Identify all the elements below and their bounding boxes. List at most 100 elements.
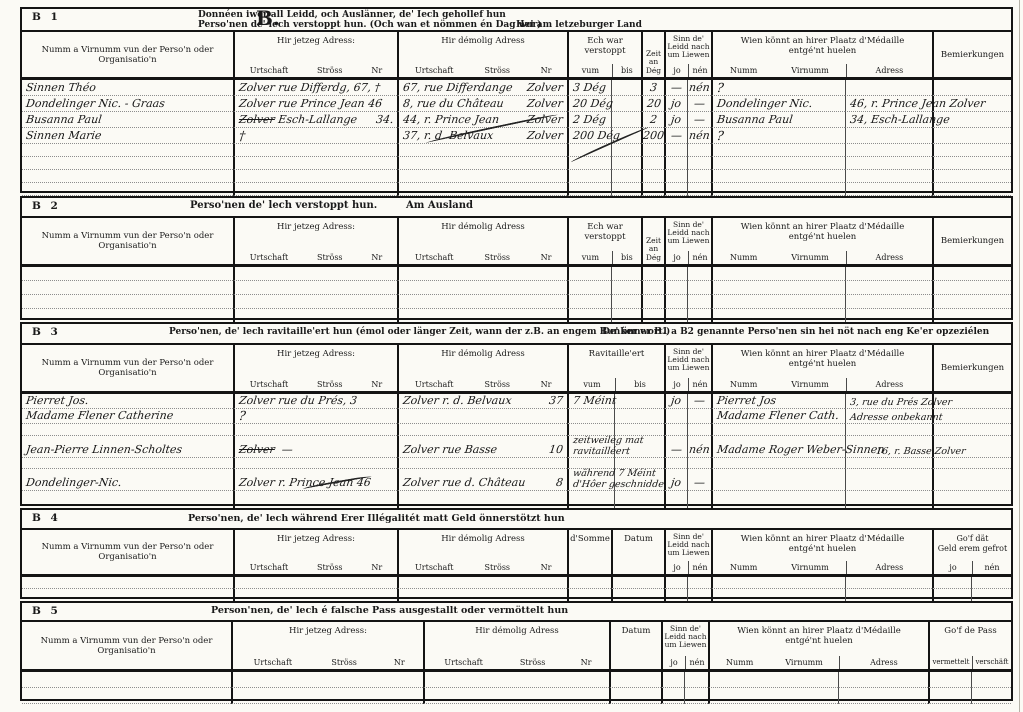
hw-medal-adress: 16, r. Basse Zolver	[875, 445, 967, 457]
hw-jo: —	[670, 129, 683, 142]
empty-row	[22, 577, 1011, 589]
header-zeit-an-deg: Zeit an Dég	[641, 218, 664, 264]
hw-nen: —	[693, 394, 706, 407]
b3-column-headers: Numm a Virnumm vun der Perso'n oder Orga…	[22, 345, 1011, 394]
hw-struck-text: Zolver	[238, 443, 276, 456]
empty-row	[22, 491, 1011, 509]
section-b3: B 3 Perso'nen, de' lech ravitaille'ert h…	[20, 322, 1013, 509]
table-row: Pierret Jos. Zolver rue du Prés, 3 Zolve…	[22, 394, 1011, 409]
hw-zeit: 3	[649, 81, 658, 94]
hw-demolig: 67, rue Differdange	[402, 81, 514, 94]
header-stross: Ströss	[316, 66, 343, 75]
hw-jetzeg: Esch-Lallange	[277, 113, 358, 126]
hw-jetzeg: †	[238, 128, 247, 143]
table-row: Dondelinger-Nic. Zolver r. Prince Jean 4…	[22, 468, 1011, 491]
hw-jetzeg: Zolver rue du Prés, 3	[238, 394, 358, 407]
header-name: Numm a Virnumm vun der Perso'n oder Orga…	[41, 44, 214, 65]
b5-title: Person'nen, de' lech é falsche Pass ausg…	[211, 605, 569, 616]
section-label-b1: B 1	[32, 11, 61, 23]
empty-row	[22, 672, 1011, 688]
hw-medal-name: Madame Flener Cath.	[716, 409, 840, 422]
hw-vum: 20 Dég	[572, 97, 614, 110]
empty-row	[22, 295, 1011, 309]
header-dsomme: d'Somme	[570, 534, 610, 544]
empty-row	[22, 144, 1011, 157]
hw-vum: 3 Dég	[572, 81, 607, 94]
hw-zeit: 2	[649, 113, 658, 126]
table-row: Busanna Paul Zolver Esch-Lallange 34. 44,…	[22, 112, 1011, 128]
b1-title-line2: Perso'nen de' lech verstoppt hun. (Och w…	[198, 20, 542, 30]
header-bis: bis	[611, 64, 641, 77]
hw-jetzeg: Zolver rue Differdg, 67, †	[238, 81, 381, 94]
hw-medal-name: Dondelinger Nic.	[716, 97, 814, 110]
hw-jetzeg: ?	[238, 408, 247, 423]
hw-medal-adress: 46, r. Prince Jean Zolver	[849, 97, 987, 110]
header-bemierkungen: Bemierkungen	[940, 49, 1005, 60]
section-label-b3: B 3	[32, 326, 61, 338]
empty-row	[22, 424, 1011, 436]
section-label-b5: B 5	[32, 605, 61, 617]
hw-jo: —	[670, 443, 683, 456]
hw-medal-name: Busanna Paul	[716, 113, 794, 126]
hw-name: Dondelinger-Nic.	[25, 476, 123, 489]
hw-demolig: Zolver rue d. Château	[402, 476, 527, 489]
header-gof-de-pass: Go'f de Pass	[944, 626, 997, 636]
header-datum: Datum	[624, 534, 653, 544]
section-b2: B 2 Perso'nen de' lech verstoppt hun. Am…	[20, 196, 1013, 323]
hw-jo: jo	[670, 97, 683, 110]
empty-row	[22, 458, 1011, 469]
b2-title-location: Am Ausland	[406, 200, 474, 211]
hw-ravitailleert: 7 Méint	[572, 394, 618, 407]
hw-jo: jo	[670, 476, 683, 489]
header-zeit-an-deg: Zeit an Dég	[641, 32, 664, 77]
header-verschaft: verschäft	[971, 656, 1011, 669]
hw-nen: nén	[688, 129, 711, 142]
section-b4-title-band: B 4 Perso'nen, de' lech während Erer Ill…	[22, 510, 1011, 530]
empty-row	[22, 183, 1011, 196]
table-row: Sinnen Marie † 37, r. d. Belvaux Zolver 2…	[22, 128, 1011, 144]
hw-name: Madame Flener Catherine	[25, 409, 175, 422]
b2-title: Perso'nen de' lech verstoppt hun.	[190, 200, 378, 211]
hw-medal-name: Pierret Jos	[716, 394, 777, 407]
empty-row	[22, 688, 1011, 704]
hw-medal-adress: 34, Esch-Lallange	[849, 113, 951, 126]
empty-row	[22, 267, 1011, 281]
header-datum: Datum	[621, 626, 651, 636]
b1-title-line1: Donnéen iwer all Leidd, och Auslänner, d…	[198, 10, 506, 20]
b5-column-headers: Numm a Virnumm vun der Perso'n oder Orga…	[22, 622, 1011, 672]
b4-title: Perso'nen, de' lech während Erer Illégal…	[188, 513, 565, 524]
section-b5-title-band: B 5 Person'nen, de' lech é falsche Pass …	[22, 603, 1011, 622]
hw-demolig: 44, r. Prince Jean	[402, 113, 500, 126]
hw-nen: —	[693, 113, 706, 126]
hw-nen: —	[693, 97, 706, 110]
b2-column-headers: Numm a Virnumm vun der Perso'n oder Orga…	[22, 218, 1011, 267]
section-b1-title-band: B 1 B. Donnéen iwer all Leidd, och Auslä…	[22, 6, 1011, 32]
hw-jetzeg: Zolver rue Prince Jean 46	[238, 97, 383, 110]
header-virnumm: Virnumm	[791, 66, 829, 75]
section-b2-title-band: B 2 Perso'nen de' lech verstoppt hun. Am…	[22, 198, 1011, 218]
hw-nen: nén	[688, 443, 711, 456]
section-b4: B 4 Perso'nen, de' lech während Erer Ill…	[20, 508, 1013, 602]
hw-name: Jean-Pierre Linnen-Scholtes	[25, 443, 183, 456]
header-medaille: Wien könnt an hirer Plaatz d'Médaille ent…	[740, 36, 905, 56]
scan-edge-line	[1019, 0, 1020, 712]
header-jo: jo	[673, 66, 681, 75]
hw-jo: jo	[670, 394, 683, 407]
hw-zeit: 200	[642, 129, 665, 142]
hw-medal-name: ?	[716, 80, 725, 95]
table-row: Dondelinger Nic. - Graas Zolver rue Prin…	[22, 96, 1011, 112]
hw-medal-name: Madame Roger Weber-Sinnen	[716, 443, 886, 456]
big-letter-b: B.	[256, 6, 280, 30]
section-b3-title-band: B 3 Perso'nen, de' lech ravitaille'ert h…	[22, 324, 1011, 345]
hw-medal-name: ?	[716, 128, 725, 143]
empty-row	[22, 281, 1011, 295]
section-label-b4: B 4	[32, 512, 61, 524]
header-urtschaft: Urtschaft	[249, 66, 289, 75]
hw-medal-adress: 3, rue du Prés Zolver	[849, 396, 953, 408]
header-nr: Nr	[371, 66, 383, 75]
hw-name: Busanna Paul	[25, 113, 103, 126]
header-gof-geld: Go'f dät Geld erem gefrot	[937, 534, 1008, 553]
header-nen: nén	[688, 64, 711, 77]
hw-nen: nén	[688, 81, 711, 94]
hw-demolig: Zolver r. d. Belvaux	[402, 394, 513, 407]
